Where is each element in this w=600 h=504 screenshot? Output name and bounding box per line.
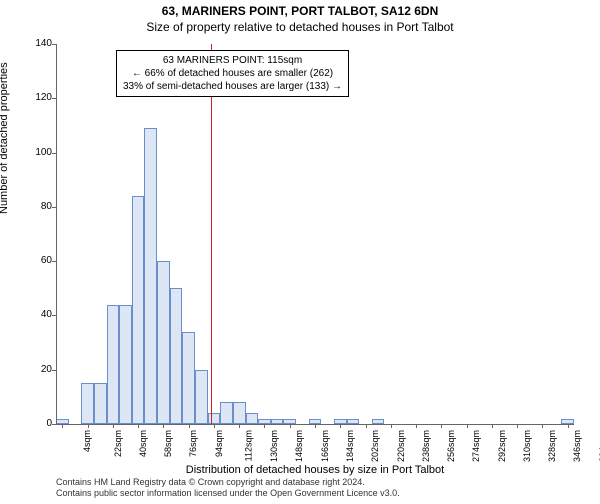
x-tick-label: 130sqm (269, 430, 279, 462)
histogram-bar (132, 196, 145, 424)
annotation-line-2: ← 66% of detached houses are smaller (26… (123, 67, 342, 80)
histogram-bar (233, 402, 246, 424)
x-tick-label: 238sqm (421, 430, 431, 462)
x-tick-label: 256sqm (446, 430, 456, 462)
chart-area: 0204060801001201404sqm22sqm40sqm58sqm76s… (56, 44, 574, 424)
histogram-bar (144, 128, 157, 424)
histogram-bar (220, 402, 233, 424)
histogram-bar (208, 413, 221, 424)
chart-title: 63, MARINERS POINT, PORT TALBOT, SA12 6D… (0, 4, 600, 18)
histogram-bar (246, 413, 259, 424)
histogram-bar (119, 305, 132, 424)
annotation-line-1: 63 MARINERS POINT: 115sqm (123, 54, 342, 67)
chart-subtitle: Size of property relative to detached ho… (0, 20, 600, 34)
annotation-box: 63 MARINERS POINT: 115sqm ← 66% of detac… (116, 50, 349, 97)
y-tick-label: 80 (24, 201, 52, 212)
x-tick-label: 40sqm (138, 430, 148, 457)
y-tick-label: 100 (24, 147, 52, 158)
footer-line-2: Contains public sector information licen… (56, 488, 400, 500)
histogram-bar (195, 370, 208, 424)
y-tick-label: 120 (24, 92, 52, 103)
y-axis-label: Number of detached properties (0, 62, 10, 214)
histogram-bar (182, 332, 195, 424)
x-tick-label: 76sqm (188, 430, 198, 457)
x-tick-label: 274sqm (471, 430, 481, 462)
x-tick-label: 94sqm (214, 430, 224, 457)
x-tick-label: 112sqm (243, 430, 253, 461)
x-tick-label: 328sqm (547, 430, 557, 462)
plot-region: 0204060801001201404sqm22sqm40sqm58sqm76s… (56, 44, 574, 424)
x-tick-label: 166sqm (320, 430, 330, 462)
y-tick-label: 60 (24, 255, 52, 266)
x-axis-label: Distribution of detached houses by size … (56, 464, 574, 476)
x-tick-label: 148sqm (294, 430, 304, 462)
footer-attribution: Contains HM Land Registry data © Crown c… (56, 477, 400, 500)
histogram-bar (157, 261, 170, 424)
x-tick-label: 202sqm (370, 430, 380, 462)
y-axis-line (56, 44, 57, 424)
x-tick-label: 310sqm (522, 430, 532, 462)
y-tick-label: 40 (24, 309, 52, 320)
x-tick-label: 220sqm (396, 430, 406, 462)
x-tick-label: 58sqm (163, 430, 173, 457)
y-tick-label: 20 (24, 364, 52, 375)
annotation-line-3: 33% of semi-detached houses are larger (… (123, 80, 342, 93)
x-tick-label: 22sqm (113, 430, 123, 457)
x-tick-label: 292sqm (497, 430, 507, 462)
x-tick-label: 4sqm (82, 430, 92, 452)
histogram-bar (107, 305, 120, 424)
y-tick-label: 0 (24, 418, 52, 429)
histogram-bar (81, 383, 94, 424)
x-axis-line (56, 424, 574, 425)
histogram-bar (170, 288, 183, 424)
y-tick-label: 140 (24, 38, 52, 49)
histogram-bar (94, 383, 107, 424)
x-tick-label: 184sqm (345, 430, 355, 462)
reference-line (211, 44, 212, 424)
x-tick-label: 346sqm (572, 430, 582, 462)
footer-line-1: Contains HM Land Registry data © Crown c… (56, 477, 400, 489)
